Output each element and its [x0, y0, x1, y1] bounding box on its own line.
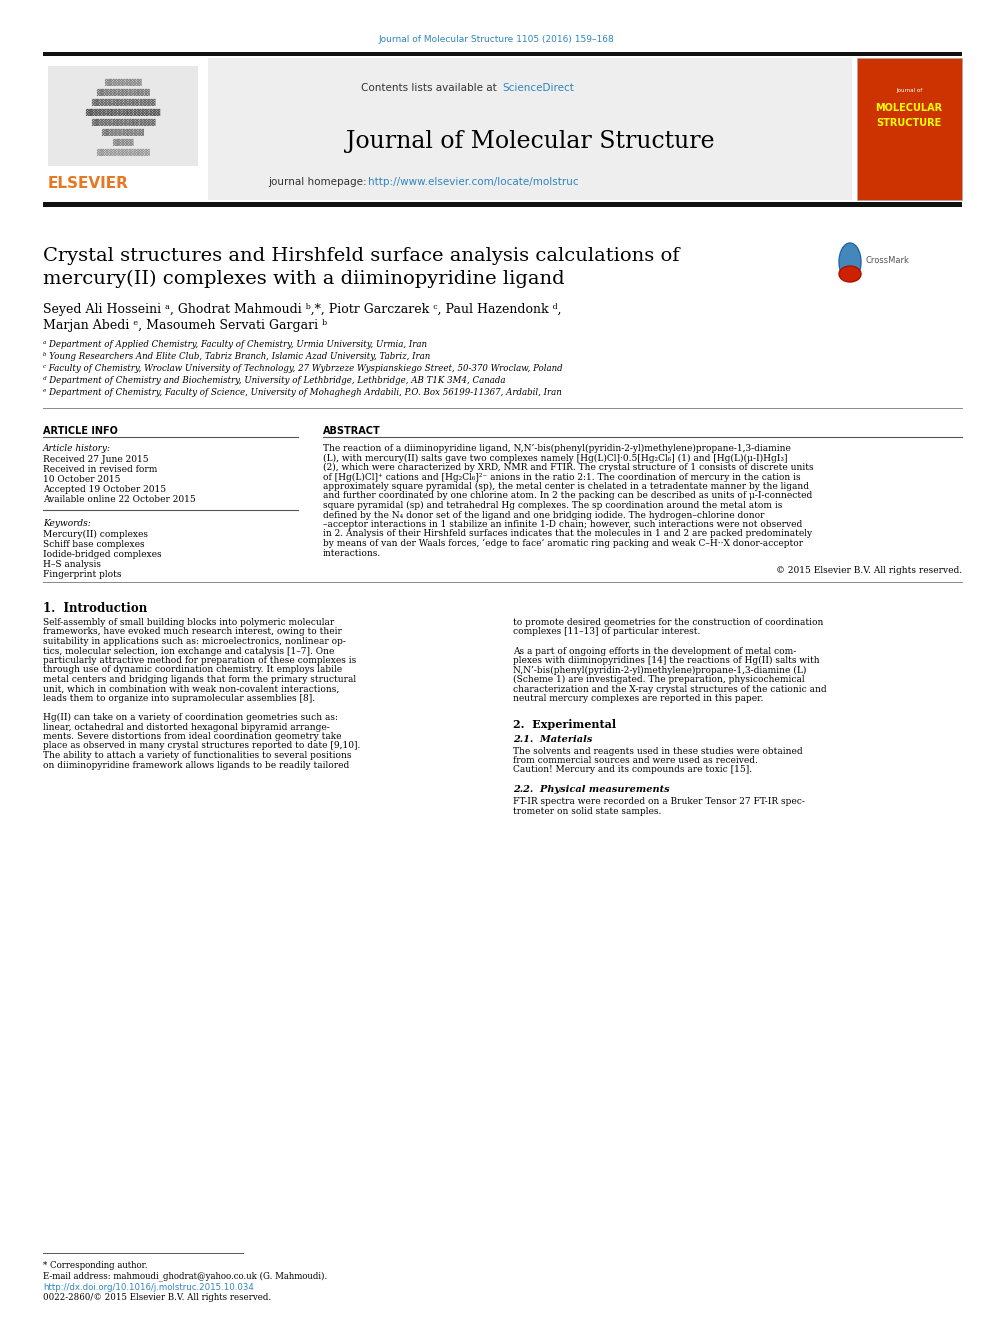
- Text: ABSTRACT: ABSTRACT: [323, 426, 381, 437]
- Text: Self-assembly of small building blocks into polymeric molecular: Self-assembly of small building blocks i…: [43, 618, 334, 627]
- Text: ᵃ Department of Applied Chemistry, Faculty of Chemistry, Urmia University, Urmia: ᵃ Department of Applied Chemistry, Facul…: [43, 340, 427, 349]
- Text: Received 27 June 2015: Received 27 June 2015: [43, 455, 149, 464]
- Text: by means of van der Waals forces, ‘edge to face’ aromatic ring packing and weak : by means of van der Waals forces, ‘edge …: [323, 538, 804, 548]
- Text: Journal of: Journal of: [896, 89, 923, 93]
- Text: in 2. Analysis of their Hirshfeld surfaces indicates that the molecules in 1 and: in 2. Analysis of their Hirshfeld surfac…: [323, 529, 812, 538]
- Text: mercury(II) complexes with a diiminopyridine ligand: mercury(II) complexes with a diiminopyri…: [43, 270, 564, 288]
- Text: Crystal structures and Hirshfeld surface analysis calculations of: Crystal structures and Hirshfeld surface…: [43, 247, 680, 265]
- Text: on diiminopyridine framework allows ligands to be readily tailored: on diiminopyridine framework allows liga…: [43, 761, 349, 770]
- Text: * Corresponding author.: * Corresponding author.: [43, 1261, 148, 1270]
- Text: 2.2.  Physical measurements: 2.2. Physical measurements: [513, 785, 670, 794]
- Text: ᶜ Faculty of Chemistry, Wroclaw University of Technology, 27 Wybrzeze Wyspianski: ᶜ Faculty of Chemistry, Wroclaw Universi…: [43, 364, 562, 373]
- Text: Caution! Mercury and its compounds are toxic [15].: Caution! Mercury and its compounds are t…: [513, 766, 752, 774]
- Text: ▓▓▓▓▓▓▓▓▓▓: ▓▓▓▓▓▓▓▓▓▓: [96, 148, 150, 156]
- Text: Schiff base complexes: Schiff base complexes: [43, 540, 145, 549]
- Text: CrossMark: CrossMark: [865, 255, 909, 265]
- Text: approximately square pyramidal (sp), the metal center is chelated in a tetradent: approximately square pyramidal (sp), the…: [323, 482, 809, 491]
- Text: complexes [11–13] of particular interest.: complexes [11–13] of particular interest…: [513, 627, 700, 636]
- Text: tics, molecular selection, ion exchange and catalysis [1–7]. One: tics, molecular selection, ion exchange …: [43, 647, 334, 655]
- Text: Marjan Abedi ᵉ, Masoumeh Servati Gargari ᵇ: Marjan Abedi ᵉ, Masoumeh Servati Gargari…: [43, 319, 327, 332]
- Text: Article history:: Article history:: [43, 445, 111, 452]
- Text: –acceptor interactions in 1 stabilize an infinite 1-D chain; however, such inter: –acceptor interactions in 1 stabilize an…: [323, 520, 803, 529]
- Bar: [857, 58, 962, 200]
- Text: ▓▓▓▓▓▓▓▓▓▓▓▓: ▓▓▓▓▓▓▓▓▓▓▓▓: [90, 98, 156, 106]
- Text: ▓▓▓▓▓▓▓▓▓▓▓▓: ▓▓▓▓▓▓▓▓▓▓▓▓: [90, 118, 156, 126]
- Text: 1.  Introduction: 1. Introduction: [43, 602, 147, 615]
- Text: ▓▓▓▓▓▓▓▓: ▓▓▓▓▓▓▓▓: [101, 128, 145, 136]
- Text: 2.  Experimental: 2. Experimental: [513, 720, 616, 730]
- Text: ▓▓▓▓▓▓▓: ▓▓▓▓▓▓▓: [104, 78, 142, 86]
- Text: Journal of Molecular Structure 1105 (2016) 159–168: Journal of Molecular Structure 1105 (201…: [378, 34, 614, 44]
- Text: FT-IR spectra were recorded on a Bruker Tensor 27 FT-IR spec-: FT-IR spectra were recorded on a Bruker …: [513, 796, 805, 806]
- Bar: [208, 58, 852, 200]
- Ellipse shape: [839, 266, 861, 282]
- Text: Keywords:: Keywords:: [43, 519, 90, 528]
- Bar: [43, 202, 962, 206]
- Text: Iodide-bridged complexes: Iodide-bridged complexes: [43, 550, 162, 560]
- Text: As a part of ongoing efforts in the development of metal com-: As a part of ongoing efforts in the deve…: [513, 647, 797, 655]
- Text: The solvents and reagents used in these studies were obtained: The solvents and reagents used in these …: [513, 746, 803, 755]
- Text: leads them to organize into supramolecular assemblies [8].: leads them to organize into supramolecul…: [43, 695, 315, 703]
- Text: square pyramidal (sp) and tetrahedral Hg complexes. The sp coordination around t: square pyramidal (sp) and tetrahedral Hg…: [323, 501, 783, 511]
- Text: Hg(II) can take on a variety of coordination geometries such as:: Hg(II) can take on a variety of coordina…: [43, 713, 338, 722]
- Text: (Scheme 1) are investigated. The preparation, physicochemical: (Scheme 1) are investigated. The prepara…: [513, 675, 805, 684]
- Text: from commercial sources and were used as received.: from commercial sources and were used as…: [513, 755, 758, 765]
- Text: 0022-2860/© 2015 Elsevier B.V. All rights reserved.: 0022-2860/© 2015 Elsevier B.V. All right…: [43, 1293, 271, 1302]
- Text: Mercury(II) complexes: Mercury(II) complexes: [43, 531, 148, 540]
- Text: suitability in applications such as: microelectronics, nonlinear op-: suitability in applications such as: mic…: [43, 636, 346, 646]
- Text: MOLECULAR: MOLECULAR: [875, 103, 942, 112]
- Text: of [Hg(L)Cl]⁺ cations and [Hg₂Cl₆]²⁻ anions in the ratio 2:1. The coordination o: of [Hg(L)Cl]⁺ cations and [Hg₂Cl₆]²⁻ ani…: [323, 472, 801, 482]
- Text: Seyed Ali Hosseini ᵃ, Ghodrat Mahmoudi ᵇ,*, Piotr Garczarek ᶜ, Paul Hazendonk ᵈ,: Seyed Ali Hosseini ᵃ, Ghodrat Mahmoudi ᵇ…: [43, 303, 561, 316]
- Text: plexes with diiminopyridines [14] the reactions of Hg(II) salts with: plexes with diiminopyridines [14] the re…: [513, 656, 819, 665]
- Text: ▓▓▓▓▓▓▓▓▓▓: ▓▓▓▓▓▓▓▓▓▓: [96, 89, 150, 97]
- Text: unit, which in combination with weak non-covalent interactions,: unit, which in combination with weak non…: [43, 684, 339, 693]
- Text: (2), which were characterized by XRD, NMR and FTIR. The crystal structure of 1 c: (2), which were characterized by XRD, NM…: [323, 463, 813, 472]
- Text: 2.1.  Materials: 2.1. Materials: [513, 734, 592, 744]
- Text: ELSEVIER: ELSEVIER: [48, 176, 129, 191]
- Text: through use of dynamic coordination chemistry. It employs labile: through use of dynamic coordination chem…: [43, 665, 342, 675]
- Ellipse shape: [839, 243, 861, 280]
- Text: linear, octahedral and distorted hexagonal bipyramid arrange-: linear, octahedral and distorted hexagon…: [43, 722, 329, 732]
- Text: STRUCTURE: STRUCTURE: [876, 118, 941, 128]
- Text: ScienceDirect: ScienceDirect: [502, 83, 574, 93]
- Text: Fingerprint plots: Fingerprint plots: [43, 570, 121, 579]
- Text: 10 October 2015: 10 October 2015: [43, 475, 120, 484]
- Text: The reaction of a diiminopyridine ligand, N,N’-bis(phenyl(pyridin-2-yl)methylene: The reaction of a diiminopyridine ligand…: [323, 445, 791, 452]
- Text: ments. Severe distortions from ideal coordination geometry take: ments. Severe distortions from ideal coo…: [43, 732, 341, 741]
- Text: E-mail address: mahmoudi_ghodrat@yahoo.co.uk (G. Mahmoudi).: E-mail address: mahmoudi_ghodrat@yahoo.c…: [43, 1271, 327, 1281]
- Text: Available online 22 October 2015: Available online 22 October 2015: [43, 495, 195, 504]
- Bar: [43, 52, 962, 56]
- Text: The ability to attach a variety of functionalities to several positions: The ability to attach a variety of funct…: [43, 751, 351, 759]
- Text: Journal of Molecular Structure: Journal of Molecular Structure: [345, 130, 714, 153]
- Text: Contents lists available at: Contents lists available at: [361, 83, 500, 93]
- Text: particularly attractive method for preparation of these complexes is: particularly attractive method for prepa…: [43, 656, 356, 665]
- Text: interactions.: interactions.: [323, 549, 381, 557]
- Text: and further coordinated by one chlorine atom. In 2 the packing can be described : and further coordinated by one chlorine …: [323, 492, 812, 500]
- Text: http://www.elsevier.com/locate/molstruc: http://www.elsevier.com/locate/molstruc: [368, 177, 578, 187]
- Text: H–S analysis: H–S analysis: [43, 560, 101, 569]
- Bar: [48, 66, 198, 165]
- Text: (L), with mercury(II) salts gave two complexes namely [Hg(L)Cl]·0.5[Hg₂Cl₆] (1) : (L), with mercury(II) salts gave two com…: [323, 454, 788, 463]
- Text: http://dx.doi.org/10.1016/j.molstruc.2015.10.034: http://dx.doi.org/10.1016/j.molstruc.201…: [43, 1283, 254, 1293]
- Text: N,N’-bis(phenyl(pyridin-2-yl)methylene)propane-1,3-diamine (L): N,N’-bis(phenyl(pyridin-2-yl)methylene)p…: [513, 665, 806, 675]
- Text: metal centers and bridging ligands that form the primary structural: metal centers and bridging ligands that …: [43, 675, 356, 684]
- Text: place as observed in many crystal structures reported to date [9,10].: place as observed in many crystal struct…: [43, 741, 360, 750]
- Text: journal homepage:: journal homepage:: [268, 177, 370, 187]
- Text: ▓▓▓▓: ▓▓▓▓: [112, 138, 134, 146]
- Text: ARTICLE INFO: ARTICLE INFO: [43, 426, 118, 437]
- Text: neutral mercury complexes are reported in this paper.: neutral mercury complexes are reported i…: [513, 695, 764, 703]
- Text: ▓▓▓▓▓▓▓▓▓▓▓▓▓▓: ▓▓▓▓▓▓▓▓▓▓▓▓▓▓: [85, 108, 161, 116]
- Text: defined by the N₄ donor set of the ligand and one bridging iodide. The hydrogen–: defined by the N₄ donor set of the ligan…: [323, 511, 765, 520]
- Text: to promote desired geometries for the construction of coordination: to promote desired geometries for the co…: [513, 618, 823, 627]
- Text: Accepted 19 October 2015: Accepted 19 October 2015: [43, 486, 166, 493]
- Text: characterization and the X-ray crystal structures of the cationic and: characterization and the X-ray crystal s…: [513, 684, 826, 693]
- Bar: [43, 58, 208, 200]
- Text: ᵈ Department of Chemistry and Biochemistry, University of Lethbridge, Lethbridge: ᵈ Department of Chemistry and Biochemist…: [43, 376, 506, 385]
- Text: ᵉ Department of Chemistry, Faculty of Science, University of Mohaghegh Ardabili,: ᵉ Department of Chemistry, Faculty of Sc…: [43, 388, 561, 397]
- Text: © 2015 Elsevier B.V. All rights reserved.: © 2015 Elsevier B.V. All rights reserved…: [776, 566, 962, 576]
- Text: frameworks, have evoked much research interest, owing to their: frameworks, have evoked much research in…: [43, 627, 342, 636]
- Text: ᵇ Young Researchers And Elite Club, Tabriz Branch, Islamic Azad University, Tabr: ᵇ Young Researchers And Elite Club, Tabr…: [43, 352, 431, 361]
- Text: trometer on solid state samples.: trometer on solid state samples.: [513, 807, 662, 815]
- Text: Received in revised form: Received in revised form: [43, 464, 158, 474]
